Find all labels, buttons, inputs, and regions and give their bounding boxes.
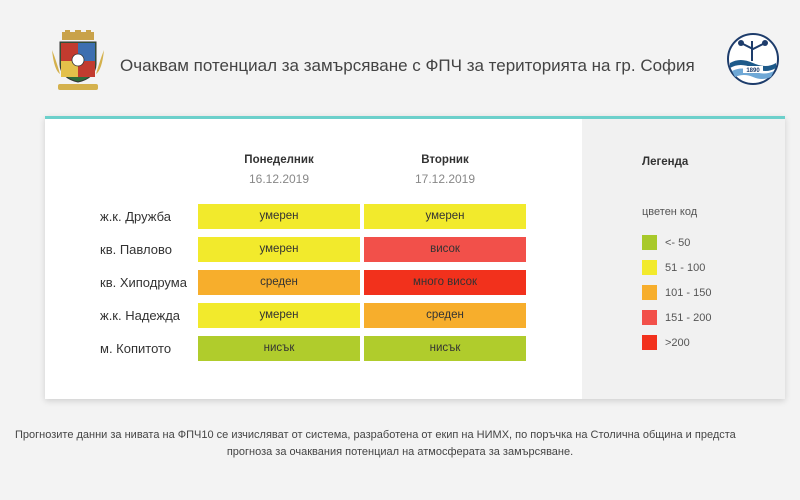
legend-item: 151 - 200 xyxy=(642,310,711,325)
legend-swatch xyxy=(642,310,657,325)
row-label: ж.к. Дружба xyxy=(100,209,171,224)
row-label: ж.к. Надежда xyxy=(100,308,181,323)
nimh-logo-icon: 1890 xyxy=(727,33,779,85)
page-header: Очаквам потенциал за замърсяване с ФПЧ з… xyxy=(0,0,800,110)
forecast-cell: умерен xyxy=(198,204,360,229)
day-name: Понеделник xyxy=(244,154,314,166)
legend-label: >200 xyxy=(665,336,690,349)
legend-swatch xyxy=(642,235,657,250)
legend-label: <- 50 xyxy=(665,236,691,249)
day-date: 17.12.2019 xyxy=(414,172,476,186)
day-header-monday: Понеделник 16.12.2019 xyxy=(198,154,360,186)
legend-label: 101 - 150 xyxy=(665,286,712,299)
row-label: м. Копитото xyxy=(100,341,172,356)
forecast-cell: умерен xyxy=(198,303,360,328)
forecast-cell: умерен xyxy=(364,204,526,229)
forecast-cell: среден xyxy=(198,270,360,295)
legend-label: 51 - 100 xyxy=(665,261,706,274)
legend-swatch xyxy=(642,335,657,350)
forecast-cell: много висок xyxy=(364,270,526,295)
svg-text:1890: 1890 xyxy=(746,68,760,74)
forecast-cell: нисък xyxy=(364,336,526,361)
forecast-cell: нисък xyxy=(198,336,360,361)
page-title: Очаквам потенциал за замърсяване с ФПЧ з… xyxy=(120,56,695,75)
sofia-coat-of-arms-icon xyxy=(50,30,106,92)
legend-label: 151 - 200 xyxy=(665,311,712,324)
legend-swatch xyxy=(642,285,657,300)
forecast-cell: умерен xyxy=(198,237,360,262)
forecast-cell: среден xyxy=(364,303,526,328)
legend-item: <- 50 xyxy=(642,235,690,250)
forecast-card: Понеделник 16.12.2019 Вторник 17.12.2019… xyxy=(45,116,785,399)
legend-item: >200 xyxy=(642,335,690,350)
legend-panel: Легенда цветен код <- 50 51 - 100 101 - … xyxy=(582,119,785,399)
legend-swatch xyxy=(642,260,657,275)
row-label: кв. Павлово xyxy=(100,242,172,257)
legend-title: Легенда xyxy=(642,156,689,168)
legend-item: 51 - 100 xyxy=(642,260,705,275)
row-label: кв. Хиподрума xyxy=(100,275,187,290)
footer-line-1: Прогнозите данни за нивата на ФПЧ10 се и… xyxy=(15,429,736,441)
day-header-tuesday: Вторник 17.12.2019 xyxy=(364,154,526,186)
forecast-cell: висок xyxy=(364,237,526,262)
legend-subtitle: цветен код xyxy=(642,206,698,218)
legend-item: 101 - 150 xyxy=(642,285,711,300)
footer-line-2: прогноза за очаквания потенциал на атмос… xyxy=(226,446,574,458)
day-date: 16.12.2019 xyxy=(248,172,310,186)
day-name: Вторник xyxy=(421,154,469,166)
